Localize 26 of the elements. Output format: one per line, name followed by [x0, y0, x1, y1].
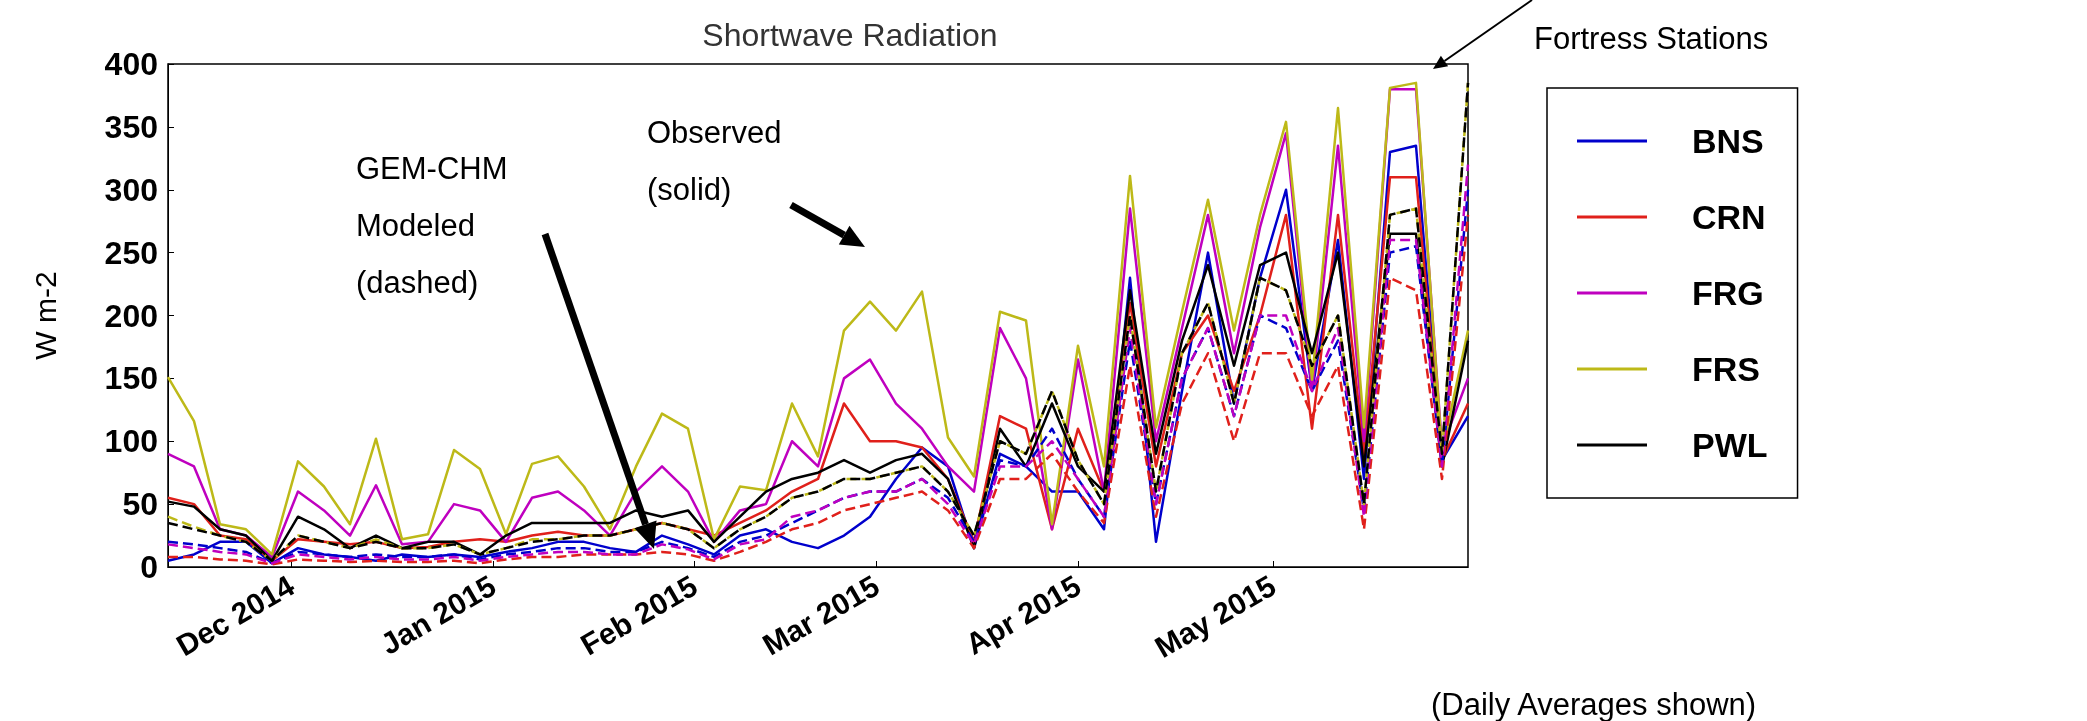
- y-tick-label: 400: [104, 46, 158, 82]
- x-tick-label: Jan 2015: [375, 568, 502, 661]
- y-tick-label: 0: [140, 549, 158, 585]
- y-tick-label: 200: [104, 297, 158, 334]
- text: (Daily Averages shown): [1431, 686, 1757, 721]
- y-tick-label: 50: [122, 486, 158, 523]
- text: Fortress Stations: [1534, 20, 1769, 58]
- legend-label: BNS: [1692, 122, 1764, 160]
- y-tick-label: 350: [104, 108, 158, 145]
- annotation: GEM-CHM Modeled (dashed): [356, 150, 508, 302]
- x-tick-label: May 2015: [1149, 568, 1282, 664]
- legend-label: FRG: [1692, 274, 1764, 312]
- legend-label: CRN: [1692, 198, 1766, 236]
- y-axis-title: W m-2: [28, 271, 62, 360]
- annotation: Observed (solid): [647, 114, 782, 209]
- legend-label: PWL: [1692, 426, 1768, 464]
- chart-title: Shortwave Radiation: [702, 17, 998, 53]
- x-tick-label: Mar 2015: [757, 568, 885, 662]
- x-tick-label: Feb 2015: [575, 568, 703, 662]
- y-tick-label: 150: [104, 360, 158, 397]
- legend-label: FRS: [1692, 350, 1760, 388]
- x-tick-label: Apr 2015: [960, 568, 1087, 661]
- y-tick-label: 250: [104, 234, 158, 271]
- x-tick-label: Dec 2014: [170, 568, 301, 663]
- y-tick-label: 300: [104, 171, 158, 208]
- y-tick-label: 100: [104, 423, 158, 460]
